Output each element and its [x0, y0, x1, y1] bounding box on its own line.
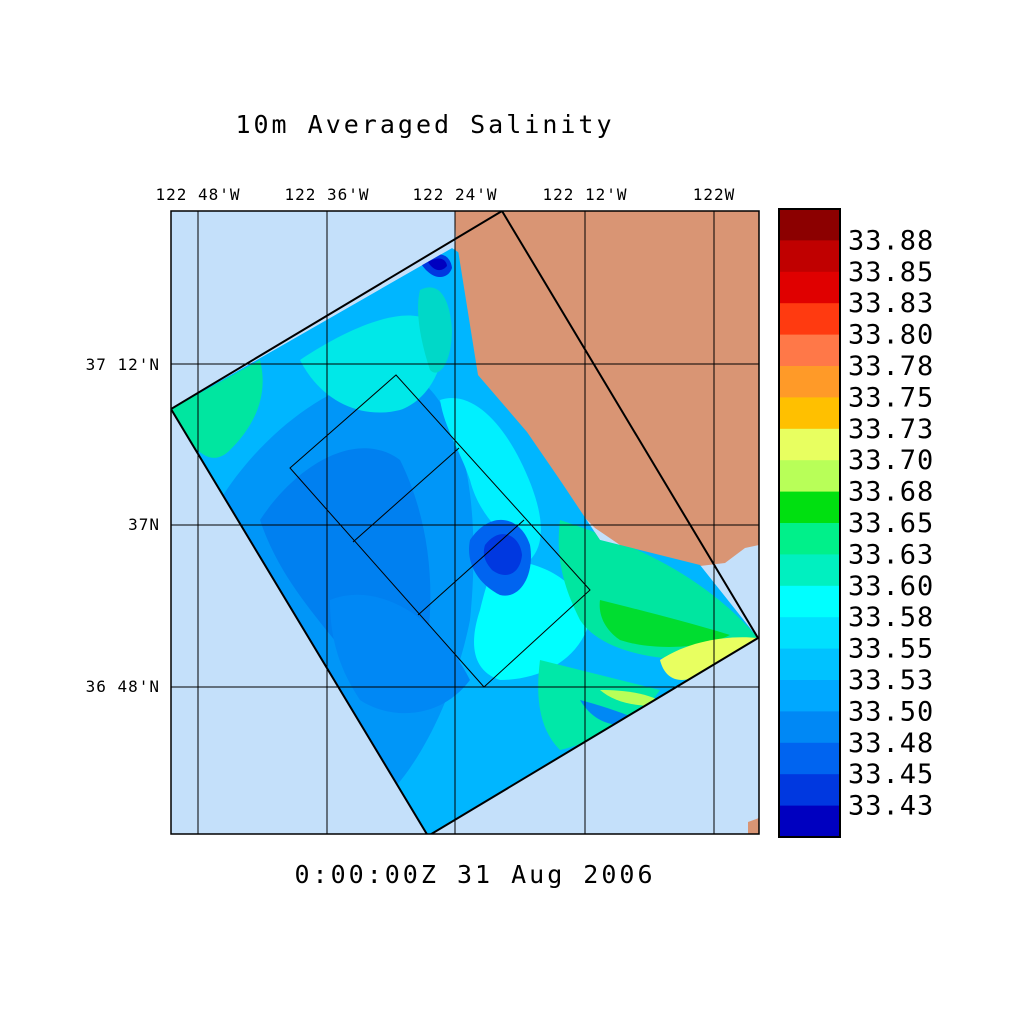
- lon-tick-label: 122 36'W: [284, 185, 369, 204]
- colorbar-frame: [778, 208, 841, 838]
- colorbar-label: 33.68: [848, 477, 934, 508]
- colorbar-label: 33.50: [848, 696, 934, 727]
- land-coastline: [445, 211, 759, 566]
- colorbar-label: 33.85: [848, 257, 934, 288]
- colorbar-label: 33.63: [848, 539, 934, 570]
- colorbar-swatch: [779, 585, 840, 618]
- colorbar: 33.8833.8533.8333.8033.7833.7533.7333.70…: [778, 208, 934, 838]
- map-title: 10m Averaged Salinity: [235, 110, 614, 139]
- colorbar-label: 33.53: [848, 665, 934, 696]
- timestamp-label: 0:00:00Z 31 Aug 2006: [294, 860, 655, 889]
- colorbar-swatch: [779, 554, 840, 587]
- colorbar-swatch: [779, 648, 840, 681]
- colorbar-label: 33.83: [848, 288, 934, 319]
- colorbar-label: 33.75: [848, 382, 934, 413]
- colorbar-swatch: [779, 334, 840, 367]
- colorbar-swatch: [779, 805, 840, 838]
- colorbar-swatch: [779, 491, 840, 524]
- colorbar-swatch: [779, 774, 840, 807]
- lon-tick-label: 122 48'W: [155, 185, 240, 204]
- map-panel: [170, 210, 760, 835]
- longitude-axis: 122 48'W 122 36'W 122 24'W 122 12'W 122W: [155, 185, 736, 204]
- model-domain-outline: [171, 211, 759, 834]
- colorbar-swatch: [779, 428, 840, 461]
- colorbar-label: 33.60: [848, 571, 934, 602]
- colorbar-label: 33.88: [848, 225, 934, 256]
- colorbar-swatch: [779, 711, 840, 744]
- lon-tick-label: 122W: [693, 185, 736, 204]
- colorbar-swatch: [779, 460, 840, 493]
- colorbar-swatch: [779, 617, 840, 650]
- colorbar-label: 33.55: [848, 634, 934, 665]
- colorbar-label: 33.70: [848, 445, 934, 476]
- colorbar-label: 33.65: [848, 508, 934, 539]
- colorbar-swatch: [779, 366, 840, 398]
- colorbar-swatch: [779, 209, 840, 241]
- colorbar-swatch: [779, 397, 840, 430]
- colorbar-label: 33.80: [848, 320, 934, 351]
- colorbar-swatch: [779, 271, 840, 304]
- map-frame: [170, 210, 760, 835]
- lat-tick-label: 37N: [128, 515, 160, 534]
- colorbar-label: 33.48: [848, 728, 934, 759]
- inner-analysis-grid: [289, 374, 591, 688]
- lon-tick-label: 122 12'W: [542, 185, 627, 204]
- colorbar-swatch: [779, 680, 840, 712]
- colorbar-label: 33.58: [848, 602, 934, 633]
- colorbar-swatch: [779, 240, 840, 273]
- lon-tick-label: 122 24'W: [412, 185, 497, 204]
- colorbar-label: 33.73: [848, 414, 934, 445]
- colorbar-swatch: [779, 303, 840, 336]
- land-islet: [748, 818, 759, 834]
- colorbar-label: 33.78: [848, 351, 934, 382]
- latitude-axis: 37 12'N 37N 36 48'N: [86, 355, 160, 696]
- lat-tick-label: 37 12'N: [86, 355, 160, 374]
- lat-tick-label: 36 48'N: [86, 677, 160, 696]
- colorbar-label: 33.45: [848, 759, 934, 790]
- colorbar-label: 33.43: [848, 791, 934, 822]
- colorbar-swatch: [779, 523, 840, 555]
- colorbar-swatch: [779, 742, 840, 775]
